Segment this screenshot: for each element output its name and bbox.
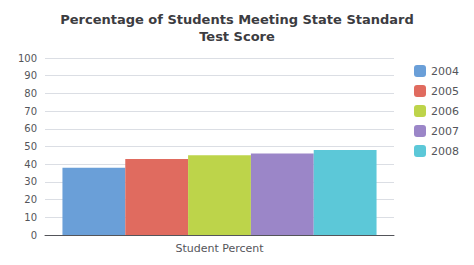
svg-text:100: 100 [18, 53, 37, 64]
svg-text:2004: 2004 [431, 65, 459, 78]
svg-text:60: 60 [24, 123, 37, 134]
svg-text:2007: 2007 [431, 125, 459, 138]
svg-text:10: 10 [24, 212, 37, 223]
svg-text:0: 0 [31, 230, 37, 241]
svg-text:Test Score: Test Score [199, 29, 275, 44]
svg-text:2008: 2008 [431, 145, 459, 158]
svg-text:80: 80 [24, 88, 37, 99]
svg-text:2005: 2005 [431, 85, 459, 98]
svg-text:90: 90 [24, 70, 37, 81]
svg-text:40: 40 [24, 159, 37, 170]
svg-text:50: 50 [24, 141, 37, 152]
svg-text:Student Percent: Student Percent [175, 242, 264, 255]
svg-text:20: 20 [24, 194, 37, 205]
svg-text:2006: 2006 [431, 105, 459, 118]
svg-text:30: 30 [24, 176, 37, 187]
svg-text:Percentage of Students Meeting: Percentage of Students Meeting State Sta… [60, 12, 414, 27]
svg-text:70: 70 [24, 106, 37, 117]
